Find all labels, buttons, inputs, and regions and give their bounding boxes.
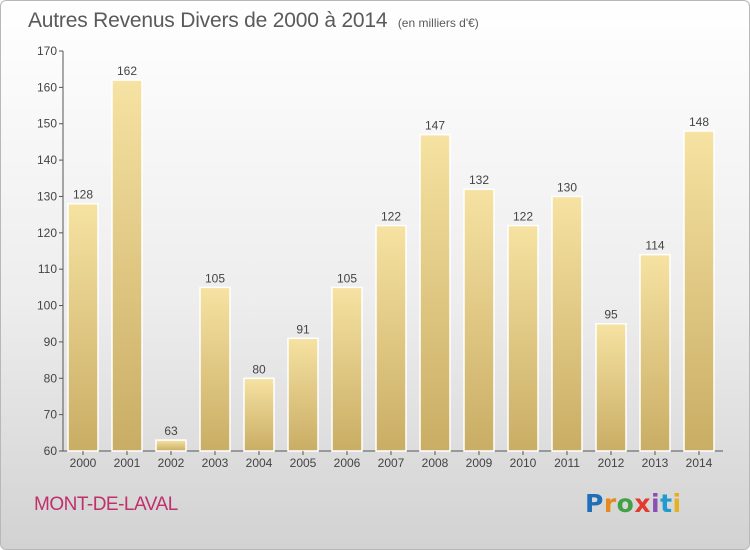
y-tick-label: 150 (37, 117, 57, 131)
x-tick-label: 2014 (686, 456, 713, 470)
bar-value-label: 91 (296, 322, 310, 336)
x-tick-label: 2004 (246, 456, 273, 470)
x-tick-label: 2001 (114, 456, 141, 470)
x-tick-label: 2003 (202, 456, 229, 470)
bar (243, 377, 275, 452)
y-tick-label: 140 (37, 153, 57, 167)
x-tick-label: 2012 (598, 456, 625, 470)
bar-value-label: 105 (205, 271, 225, 285)
bar (419, 133, 451, 452)
y-tick-label: 110 (38, 262, 57, 276)
y-tick-label: 60 (44, 444, 58, 458)
x-tick-label: 2010 (510, 456, 537, 470)
bar (331, 286, 363, 452)
y-tick-label: 170 (37, 44, 57, 58)
bar (639, 253, 671, 452)
bar-value-label: 132 (469, 173, 489, 187)
bar-value-label: 148 (689, 115, 709, 129)
bar (507, 224, 539, 452)
bar (67, 202, 99, 452)
bar-value-label: 128 (73, 188, 93, 202)
bar (155, 439, 187, 452)
bar (463, 188, 495, 452)
y-tick-label: 70 (44, 408, 58, 422)
bar (551, 195, 583, 452)
logo-letter: i (651, 489, 661, 518)
proxiti-logo: Proxiti (585, 489, 682, 518)
bar-value-label: 147 (425, 119, 445, 133)
logo-letter: r (603, 489, 617, 518)
chart-subtitle: (en milliers d'€) (397, 16, 479, 30)
bar-value-label: 80 (252, 362, 266, 376)
y-tick-label: 120 (37, 226, 57, 240)
logo-letter: i (672, 489, 682, 518)
bar-value-label: 122 (513, 210, 533, 224)
bar-value-label: 130 (557, 180, 577, 194)
bar-value-label: 162 (117, 64, 137, 78)
bar (199, 286, 231, 452)
y-tick-label: 130 (37, 189, 57, 203)
x-tick-label: 2000 (70, 456, 97, 470)
bar-value-label: 122 (381, 210, 401, 224)
bar-value-label: 95 (604, 308, 618, 322)
bar (111, 79, 143, 452)
y-tick-label: 100 (37, 299, 57, 313)
bar-value-label: 114 (645, 239, 664, 253)
commune-name: MONT-DE-LAVAL (34, 494, 178, 515)
bar (375, 224, 407, 452)
x-tick-label: 2011 (554, 456, 580, 470)
x-tick-label: 2008 (422, 456, 449, 470)
x-tick-label: 2002 (158, 456, 185, 470)
logo-letter: P (585, 489, 604, 518)
bar (595, 322, 627, 452)
x-tick-label: 2005 (290, 456, 317, 470)
x-tick-label: 2013 (642, 456, 669, 470)
y-tick-label: 160 (37, 80, 57, 94)
x-tick-label: 2007 (378, 456, 405, 470)
x-tick-label: 2006 (334, 456, 361, 470)
x-tick-label: 2009 (466, 456, 493, 470)
y-tick-label: 80 (44, 371, 58, 385)
logo-letter: o (616, 489, 635, 518)
logo-letter: x (634, 489, 651, 518)
chart-title: Autres Revenus Divers de 2000 à 2014 (28, 9, 388, 32)
bar (683, 130, 715, 452)
logo-letter: t (660, 489, 673, 518)
bar-value-label: 105 (337, 271, 357, 285)
bar-value-label: 63 (164, 424, 178, 438)
chart-header: Autres Revenus Divers de 2000 à 2014 (en… (28, 9, 479, 33)
bar (287, 337, 319, 452)
y-tick-label: 90 (44, 335, 58, 349)
